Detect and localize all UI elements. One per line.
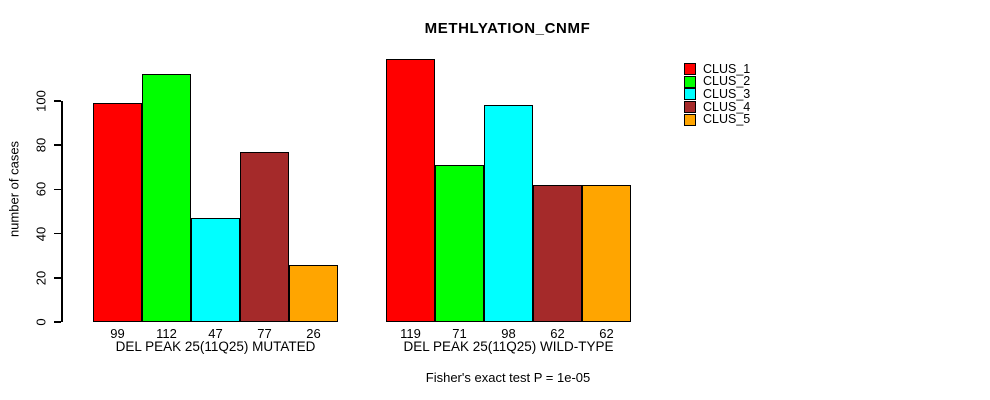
bar-clus_3-group1	[191, 218, 240, 322]
bar-value-label: 62	[599, 326, 614, 341]
chart-title: METHLYATION_CNMF	[424, 20, 591, 37]
bar-value-label: 26	[306, 326, 321, 341]
legend-label-clus_4: CLUS_4	[703, 99, 751, 114]
group-axis-label: DEL PEAK 25(11Q25) MUTATED	[115, 339, 316, 354]
legend-label-clus_2: CLUS_2	[703, 74, 751, 89]
annotation-text: Fisher's exact test P = 1e-05	[425, 370, 591, 385]
bar-clus_2-group2	[435, 165, 484, 322]
y-axis-tick	[54, 188, 61, 191]
bar-clus_5-group2	[582, 184, 631, 322]
legend-swatch-clus_4	[684, 101, 696, 114]
y-axis-line	[61, 101, 63, 322]
bar-value-label: 47	[208, 326, 223, 341]
bar-clus_2-group1	[142, 74, 191, 322]
bar-clus_1-group1	[93, 103, 142, 322]
bar-value-label: 99	[110, 326, 125, 341]
bar-clus_4-group1	[240, 151, 289, 322]
bar-value-label: 119	[400, 326, 421, 341]
bar-value-label: 62	[550, 326, 565, 341]
bar-value-label: 112	[156, 326, 177, 341]
legend-swatch-clus_5	[684, 113, 696, 126]
bar-clus_4-group2	[533, 184, 582, 322]
y-axis-tick	[54, 100, 61, 102]
bar-value-label: 71	[452, 326, 467, 341]
legend-label-clus_1: CLUS_1	[703, 61, 751, 76]
legend-swatch-clus_3	[684, 88, 696, 101]
bar-value-label: 98	[501, 326, 516, 341]
group-axis-label: DEL PEAK 25(11Q25) WILD-TYPE	[403, 339, 614, 354]
y-axis-tick	[54, 321, 61, 323]
legend-swatch-clus_2	[684, 75, 696, 88]
legend-label-clus_3: CLUS_3	[703, 86, 751, 101]
y-axis-tick	[54, 277, 61, 279]
y-axis-tick	[54, 232, 61, 235]
y-axis-tick	[54, 144, 61, 146]
bar-clus_3-group2	[484, 105, 533, 322]
bar-clus_1-group2	[386, 59, 435, 322]
legend-swatch-clus_1	[684, 63, 696, 75]
bar-value-label: 77	[257, 326, 272, 341]
legend-label-clus_5: CLUS_5	[703, 112, 751, 127]
bar-clus_5-group1	[289, 264, 338, 322]
